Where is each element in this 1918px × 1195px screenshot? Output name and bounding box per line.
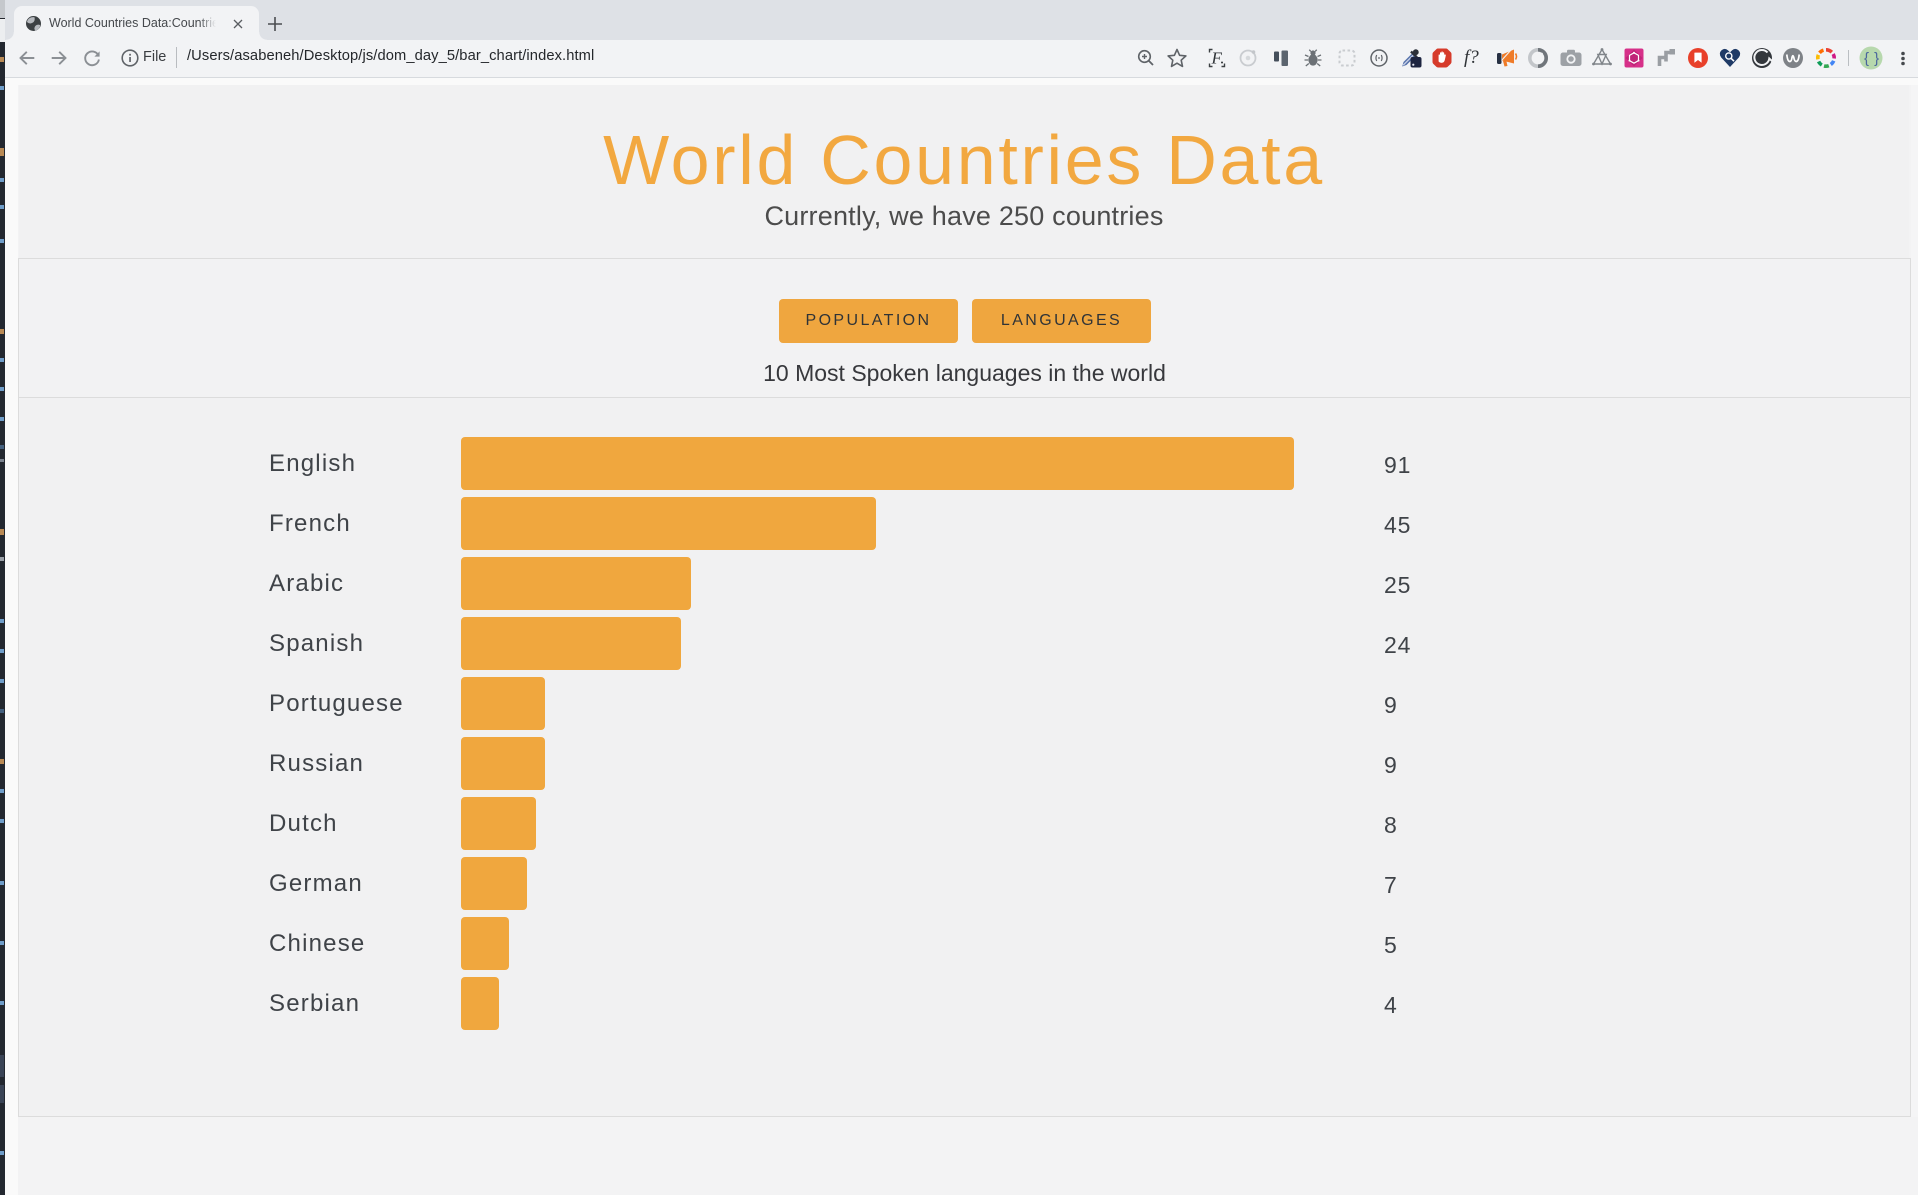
svg-text:{ }: { } bbox=[1864, 50, 1880, 67]
svg-text:f?: f? bbox=[1464, 47, 1479, 68]
svg-text:F: F bbox=[1211, 49, 1223, 68]
